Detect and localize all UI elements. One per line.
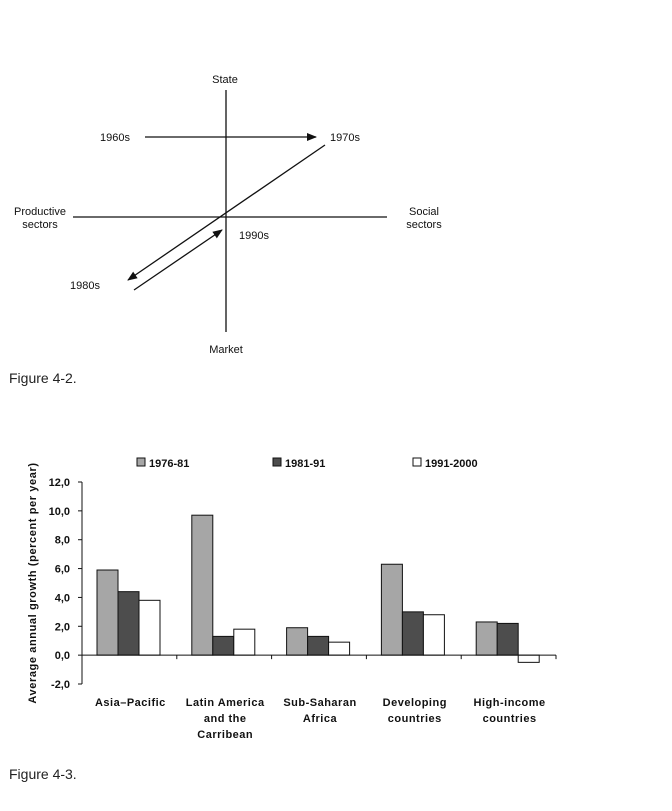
x-category-label: countries	[388, 713, 442, 725]
y-tick-label: 8,0	[55, 535, 70, 547]
bar-1991-2000	[517, 654, 540, 663]
x-category-label: Sub-Saharan	[283, 697, 356, 709]
label-market: Market	[209, 344, 243, 356]
y-axis-title: Average annual growth (percent per year)	[27, 462, 39, 703]
y-tick-label: 2,0	[55, 621, 70, 633]
bar-1981-91	[496, 622, 519, 656]
y-tick-label: 0,0	[55, 650, 70, 662]
legend-label: 1991-2000	[425, 458, 478, 470]
growth-bar-chart: 1976-81 1981-91 1991-2000 -2,0 0,0 2,0 4,0 6,0…	[27, 457, 557, 741]
x-category-label: Africa	[303, 713, 338, 725]
x-axis-labels: Asia–Pacific Latin America and the Carribea…	[95, 697, 546, 741]
label-productive: Productive	[14, 206, 66, 218]
bar-1976-81	[380, 563, 403, 656]
y-tick-label: -2,0	[51, 679, 70, 691]
arrow-1970s-to-1980s	[127, 144, 326, 281]
bar-1991-2000	[328, 641, 351, 656]
bar-1981-91	[212, 635, 235, 656]
legend-label: 1981-91	[285, 458, 325, 470]
x-category-label: Asia–Pacific	[95, 697, 166, 709]
legend-swatch	[136, 457, 146, 467]
chart-legend: 1976-81 1981-91 1991-2000	[136, 457, 478, 470]
label-1990s: 1990s	[239, 230, 269, 242]
bar-1981-91	[307, 635, 330, 656]
label-1960s: 1960s	[100, 132, 130, 144]
bar-1976-81	[191, 514, 214, 656]
figure-4-3-caption: Figure 4-3.	[9, 766, 77, 782]
sector-diagram: State Market Productive sectors Social s…	[14, 74, 442, 356]
bar-1976-81	[286, 627, 309, 656]
x-category-label: Latin America	[186, 697, 265, 709]
label-1980s: 1980s	[70, 280, 100, 292]
bar-1991-2000	[422, 614, 445, 656]
y-tick-label: 10,0	[49, 506, 70, 518]
bar-1991-2000	[138, 599, 161, 656]
y-tick-label: 4,0	[55, 592, 70, 604]
label-productive-sectors: sectors	[22, 219, 58, 231]
legend-swatch	[412, 457, 422, 467]
bar-1981-91	[401, 611, 424, 656]
x-category-label: countries	[483, 713, 537, 725]
y-tick-label: 12,0	[49, 477, 70, 489]
x-category-label: Developing	[383, 697, 447, 709]
bar-1976-81	[96, 569, 119, 656]
x-category-label: High-income	[474, 697, 546, 709]
bar-1981-91	[117, 591, 140, 656]
chart-bars	[96, 514, 557, 663]
legend-label: 1976-81	[149, 458, 189, 470]
arrow-1980s-to-1990s	[133, 229, 223, 291]
y-tick-label: 6,0	[55, 564, 70, 576]
label-state: State	[212, 74, 238, 86]
label-social-sectors: sectors	[406, 219, 442, 231]
label-social: Social	[409, 206, 439, 218]
figure-4-2-caption: Figure 4-2.	[9, 370, 77, 386]
x-category-label: Carribean	[197, 729, 253, 741]
y-axis-ticks: -2,0 0,0 2,0 4,0 6,0 8,0 10,0 12,0	[49, 477, 82, 691]
legend-swatch	[272, 457, 282, 467]
bar-1976-81	[475, 621, 498, 656]
label-1970s: 1970s	[330, 132, 360, 144]
x-category-label: and the	[204, 713, 247, 725]
bar-1991-2000	[233, 628, 256, 656]
